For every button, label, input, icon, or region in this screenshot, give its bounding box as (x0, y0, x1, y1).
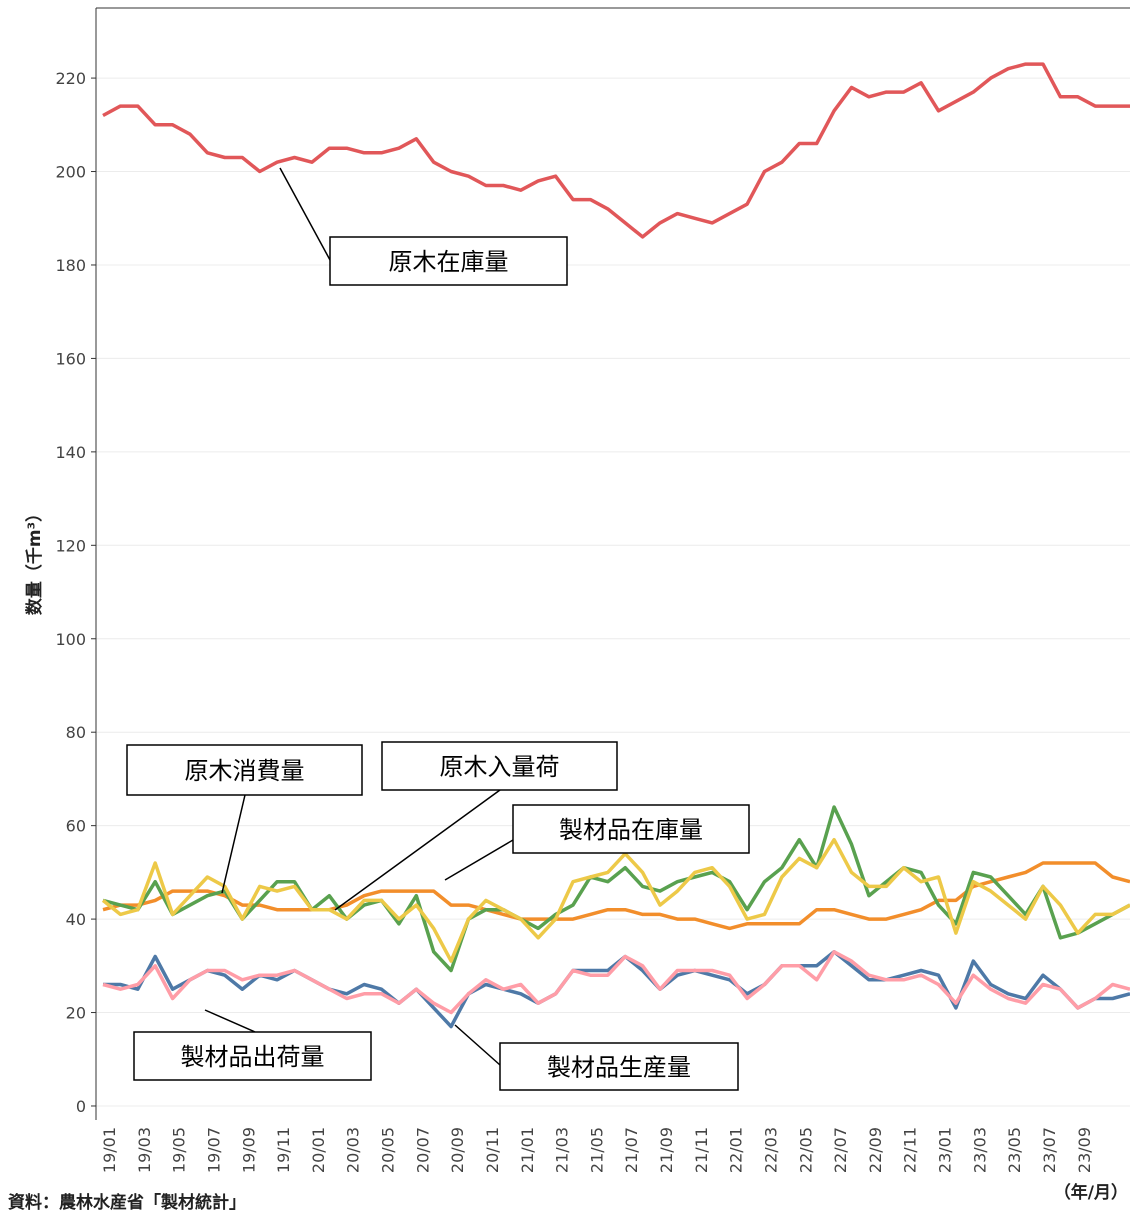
source-note: 資料：農林水産省「製材統計」 (8, 1192, 246, 1213)
y-axis-label: 数量（千m³） (24, 505, 45, 615)
x-tick-label: 20/11 (483, 1127, 502, 1173)
leader-line (334, 789, 501, 911)
x-tick-label: 20/01 (309, 1127, 328, 1173)
leader-line (204, 1009, 256, 1033)
x-tick-label: 19/05 (170, 1127, 189, 1173)
x-tick-label: 23/05 (1005, 1127, 1024, 1173)
x-tick-label: 19/11 (274, 1127, 293, 1173)
x-tick-label: 21/11 (692, 1127, 711, 1173)
annotation-label: 製材品出荷量 (181, 1043, 325, 1071)
y-tick-label: 20 (66, 1004, 86, 1023)
leader-line (279, 167, 331, 261)
annotation-box (512, 804, 750, 854)
x-tick-label: 20/07 (413, 1127, 432, 1173)
leader-line (454, 1024, 501, 1066)
y-tick-label: 100 (55, 630, 86, 649)
x-tick-label: 23/01 (936, 1127, 955, 1173)
x-tick-label: 23/09 (1075, 1127, 1094, 1173)
x-tick-label: 22/01 (727, 1127, 746, 1173)
series-line (103, 950, 1130, 1029)
annotation-box (381, 741, 618, 791)
annotation-label: 原木在庫量 (389, 248, 509, 276)
y-tick-label: 180 (55, 256, 86, 275)
y-tick-label: 60 (66, 817, 86, 836)
x-tick-label: 19/09 (239, 1127, 258, 1173)
x-tick-label: 21/05 (587, 1127, 606, 1173)
x-tick-label: 19/07 (204, 1127, 223, 1173)
series-line (102, 861, 1130, 931)
series-line (102, 62, 1130, 239)
x-tick-label: 22/05 (796, 1127, 815, 1173)
leader-line (221, 794, 246, 894)
annotation-box (133, 1031, 372, 1081)
x-tick-label: 21/09 (657, 1127, 676, 1173)
x-tick-label: 22/07 (831, 1127, 850, 1173)
x-tick-label: 20/09 (448, 1127, 467, 1173)
x-tick-label: 21/03 (553, 1127, 572, 1173)
x-tick-label: 21/07 (622, 1127, 641, 1173)
x-tick-label: 22/11 (901, 1127, 920, 1173)
y-tick-label: 0 (76, 1097, 86, 1116)
annotation-box (126, 744, 363, 796)
leader-line (444, 839, 514, 881)
x-tick-label: 23/03 (970, 1127, 989, 1173)
annotation-box (329, 236, 568, 286)
x-tick-label: 20/03 (344, 1127, 363, 1173)
series-line (102, 950, 1130, 1015)
annotation-label: 製材品生産量 (547, 1054, 691, 1082)
x-tick-label: 23/07 (1040, 1127, 1059, 1173)
x-tick-label: 22/09 (866, 1127, 885, 1173)
x-tick-label: 21/01 (518, 1127, 537, 1173)
series-line (101, 837, 1130, 963)
annotation-box (499, 1042, 739, 1091)
y-tick-label: 80 (66, 723, 86, 742)
x-tick-label: 22/03 (761, 1127, 780, 1173)
series-line (102, 805, 1130, 973)
x-axis-label: （年/月） (1054, 1182, 1128, 1203)
annotation-label: 製材品在庫量 (559, 816, 703, 844)
y-tick-label: 160 (55, 349, 86, 368)
annotation-label: 原木入量荷 (440, 753, 560, 781)
x-tick-label: 19/01 (100, 1127, 119, 1173)
y-tick-label: 200 (55, 163, 86, 182)
x-tick-label: 20/05 (379, 1127, 398, 1173)
y-tick-label: 140 (55, 443, 86, 462)
annotation-label: 原木消費量 (185, 757, 305, 785)
x-tick-label: 19/03 (135, 1127, 154, 1173)
y-tick-label: 40 (66, 910, 86, 929)
y-tick-label: 220 (55, 69, 86, 88)
y-tick-label: 120 (55, 536, 86, 555)
